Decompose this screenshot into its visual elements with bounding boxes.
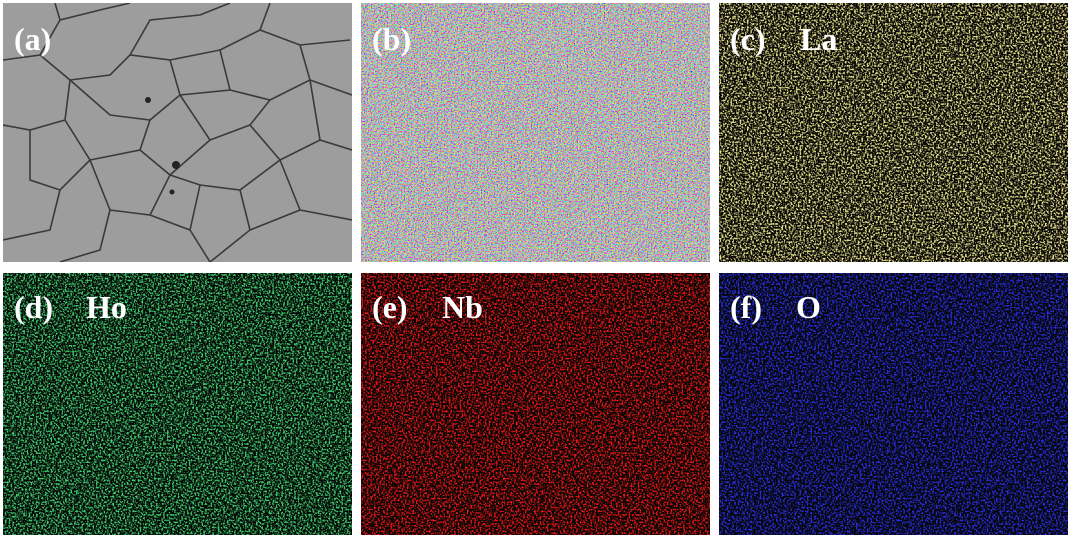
element-map [361,273,710,535]
element-maps [3,3,1068,535]
element-label: O [796,289,821,325]
element-map [719,3,1068,262]
overlay-map [361,3,710,262]
element-map [719,273,1068,535]
panel-label: (c) [730,21,766,57]
panel-label: (f) [730,289,762,325]
element-label: Ho [86,289,127,325]
panel-label: (d) [14,289,53,325]
element-label: La [800,21,837,57]
sem-image [3,3,352,262]
panel-label: (e) [372,289,408,325]
panel-label: (b) [372,21,411,57]
panel-labels: (a) (b) (c) La (d) Ho (e) Nb (f) O [14,21,837,325]
element-label: Nb [442,289,483,325]
panel-label: (a) [14,21,51,57]
element-map [3,273,352,535]
